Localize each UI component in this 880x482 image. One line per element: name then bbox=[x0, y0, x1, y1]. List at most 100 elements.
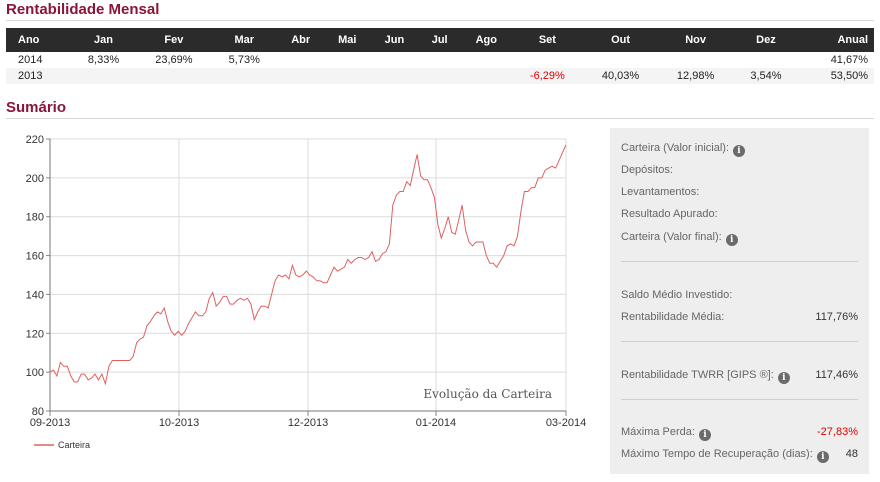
table-cell bbox=[277, 68, 325, 84]
info-icon[interactable]: i bbox=[777, 372, 790, 384]
table-cell bbox=[461, 52, 512, 68]
panel-divider bbox=[621, 399, 858, 400]
table-cell bbox=[370, 52, 418, 68]
column-header: Fev bbox=[136, 28, 212, 52]
y-tick-label: 220 bbox=[26, 134, 44, 146]
table-cell: 23,69% bbox=[155, 54, 193, 66]
saldo-medio-label: Saldo Médio Investido: bbox=[621, 289, 733, 301]
table-cell bbox=[658, 52, 733, 68]
table-cell: 41,67% bbox=[830, 54, 868, 66]
max-tempo-value: 48 bbox=[845, 448, 858, 460]
title-divider bbox=[6, 118, 874, 119]
levantamentos-label: Levantamentos: bbox=[621, 186, 700, 198]
panel-row-resultado: Resultado Apurado: bbox=[621, 207, 858, 221]
portfolio-evolution-chart: 80 100 120 140 160 180 200 220 09-2013 10-2013 12-… bbox=[26, 134, 587, 450]
x-tick-label: 03-2014 bbox=[546, 417, 586, 429]
panel-row-carteira-inicial: Carteira (Valor inicial): i bbox=[621, 141, 858, 157]
resultado-apurado-label: Resultado Apurado: bbox=[621, 208, 718, 220]
column-header: Jun bbox=[370, 28, 419, 52]
carteira-final-label: Carteira (Valor final): bbox=[621, 231, 722, 243]
x-tick-label: 01-2014 bbox=[416, 417, 456, 429]
table-cell: 8,33% bbox=[87, 54, 120, 66]
table-row: 2013 -6,29% 40,03% 12,98% 3,54% 53,50% bbox=[6, 68, 874, 84]
panel-row-twrr: Rentabilidade TWRR [GIPS ®]: i 117,46% bbox=[621, 368, 858, 384]
column-header: Mai bbox=[324, 28, 371, 52]
y-tick-label: 180 bbox=[26, 212, 44, 224]
table-cell: 40,03% bbox=[583, 68, 659, 84]
table-cell bbox=[136, 68, 212, 84]
twrr-label: Rentabilidade TWRR [GIPS ®]: bbox=[621, 369, 774, 381]
panel-row-max-tempo: Máximo Tempo de Recuperação (dias): i 48 bbox=[621, 447, 858, 463]
y-tick-label: 140 bbox=[26, 289, 44, 301]
depositos-label: Depósitos: bbox=[621, 164, 673, 176]
summary-panel: Carteira (Valor inicial): i Depósitos: Le… bbox=[610, 128, 869, 474]
column-header: Ago bbox=[460, 28, 512, 52]
table-cell: 53,50% bbox=[798, 68, 874, 84]
table-cell bbox=[512, 52, 583, 68]
info-icon[interactable]: i bbox=[816, 451, 829, 463]
table-cell: 5,73% bbox=[228, 54, 260, 66]
column-header: Out bbox=[583, 28, 659, 52]
panel-row-max-perda: Máxima Perda: i -27,83% bbox=[621, 425, 858, 441]
x-tick-label: 12-2013 bbox=[288, 417, 328, 429]
info-icon[interactable]: i bbox=[698, 429, 711, 441]
table-cell: 2014 bbox=[18, 54, 43, 66]
table-cell: -6,29% bbox=[511, 68, 584, 84]
y-tick-label: 120 bbox=[26, 328, 44, 340]
table-cell bbox=[324, 52, 370, 68]
table-cell bbox=[70, 68, 137, 84]
table-cell bbox=[733, 52, 799, 68]
table-cell bbox=[583, 52, 658, 68]
chart-title: Evolução da Carteira bbox=[423, 387, 552, 401]
panel-row-saldo-medio: Saldo Médio Investido: bbox=[621, 288, 858, 302]
max-tempo-label: Máximo Tempo de Recuperação (dias): bbox=[621, 448, 813, 460]
table-row: 2014 8,33% 23,69% 5,73% 41,67% bbox=[6, 52, 874, 68]
info-icon[interactable]: i bbox=[733, 145, 745, 157]
y-tick-label: 200 bbox=[26, 173, 44, 185]
rent-media-label: Rentabilidade Média: bbox=[621, 311, 725, 323]
x-tick-label: 10-2013 bbox=[159, 417, 199, 429]
panel-row-rent-media: Rentabilidade Média: 117,76% bbox=[621, 310, 858, 324]
max-perda-value: -27,83% bbox=[817, 426, 858, 438]
table-cell: 12,98% bbox=[658, 68, 734, 84]
x-tick-label: 09-2013 bbox=[30, 417, 70, 429]
rent-media-value: 117,76% bbox=[815, 311, 858, 323]
y-tick-label: 160 bbox=[26, 251, 44, 263]
panel-row-carteira-final: Carteira (Valor final): i bbox=[621, 230, 858, 246]
column-header: Jul bbox=[418, 28, 461, 52]
column-header: Abr bbox=[277, 28, 325, 52]
table-cell: 3,54% bbox=[733, 68, 799, 84]
y-tick-label: 100 bbox=[26, 367, 44, 379]
table-cell bbox=[460, 68, 512, 84]
column-header: Set bbox=[511, 28, 584, 52]
table-cell bbox=[418, 52, 460, 68]
table-header-row: Ano Jan Fev Mar Abr Mai Jun Jul Ago Set Out Nov Dez A… bbox=[6, 28, 874, 52]
carteira-inicial-label: Carteira (Valor inicial): bbox=[621, 142, 729, 154]
column-header: Anual bbox=[798, 28, 874, 52]
title-divider bbox=[6, 20, 874, 21]
max-perda-label: Máxima Perda: bbox=[621, 426, 695, 438]
rentabilidade-mensal-title: Rentabilidade Mensal bbox=[6, 1, 160, 18]
column-header: Mar bbox=[211, 28, 278, 52]
column-header: Jan bbox=[70, 28, 137, 52]
series-line-carteira bbox=[49, 144, 567, 386]
panel-divider bbox=[621, 261, 858, 262]
panel-row-depositos: Depósitos: bbox=[621, 163, 858, 177]
panel-row-levantamentos: Levantamentos: bbox=[621, 185, 858, 199]
panel-divider bbox=[621, 341, 858, 342]
table-cell bbox=[418, 68, 461, 84]
info-icon[interactable]: i bbox=[725, 234, 738, 246]
table-cell bbox=[370, 68, 419, 84]
column-header: Dez bbox=[733, 28, 799, 52]
table-cell bbox=[277, 52, 324, 68]
column-header: Ano bbox=[6, 28, 71, 52]
column-header: Nov bbox=[658, 28, 734, 52]
table-cell bbox=[211, 68, 278, 84]
table-cell: 2013 bbox=[6, 68, 71, 84]
sumario-title: Sumário bbox=[6, 99, 67, 116]
table-cell bbox=[324, 68, 371, 84]
y-tick-label: 80 bbox=[32, 406, 44, 418]
monthly-returns-table: Ano Jan Fev Mar Abr Mai Jun Jul Ago Set Out Nov Dez A… bbox=[6, 28, 874, 84]
twrr-value: 117,46% bbox=[815, 369, 858, 381]
legend-label: Carteira bbox=[58, 440, 90, 450]
